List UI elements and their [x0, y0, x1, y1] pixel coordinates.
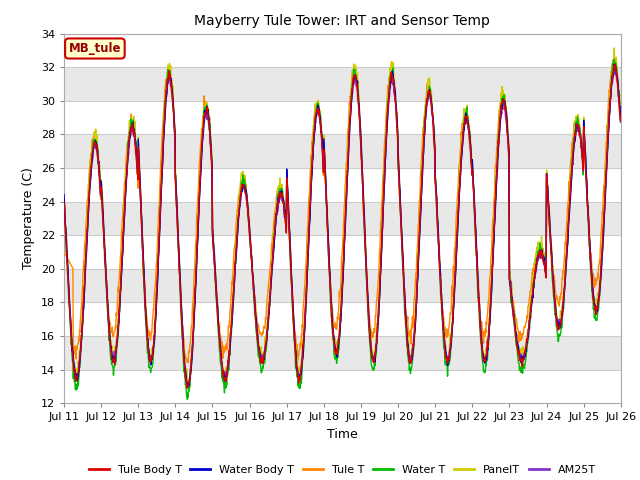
Y-axis label: Temperature (C): Temperature (C) — [22, 168, 35, 269]
Bar — [64, 67, 621, 101]
Title: Mayberry Tule Tower: IRT and Sensor Temp: Mayberry Tule Tower: IRT and Sensor Temp — [195, 14, 490, 28]
Bar — [64, 235, 621, 269]
Bar — [64, 202, 621, 235]
Bar — [64, 134, 621, 168]
Bar — [64, 302, 621, 336]
Bar — [64, 269, 621, 302]
Bar — [64, 101, 621, 134]
Bar — [64, 34, 621, 67]
Bar — [64, 168, 621, 202]
Bar — [64, 370, 621, 403]
X-axis label: Time: Time — [327, 428, 358, 441]
Legend: Tule Body T, Water Body T, Tule T, Water T, PanelT, AM25T: Tule Body T, Water Body T, Tule T, Water… — [84, 460, 600, 479]
Bar — [64, 336, 621, 370]
Text: MB_tule: MB_tule — [68, 42, 121, 55]
